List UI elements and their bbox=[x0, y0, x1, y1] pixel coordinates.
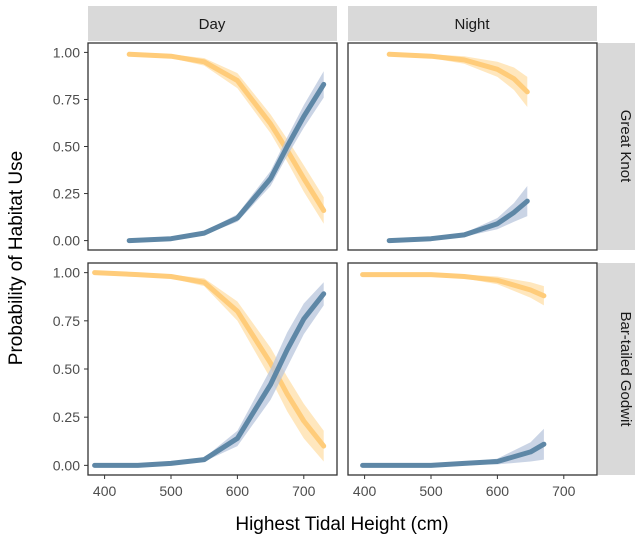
y-tick-label: 0.25 bbox=[53, 409, 80, 425]
orange-series-line bbox=[386, 51, 530, 95]
x-tick-label: 500 bbox=[159, 483, 183, 499]
panel-border bbox=[347, 262, 598, 476]
panel-bar-tailed-godwit-day bbox=[87, 262, 338, 476]
x-tick-label: 700 bbox=[292, 483, 316, 499]
panel-background bbox=[348, 263, 597, 475]
strip-bg-day bbox=[88, 6, 337, 41]
panel-background bbox=[348, 43, 597, 250]
blue-series-line bbox=[126, 81, 327, 244]
orange-series-line bbox=[126, 51, 327, 213]
panel-great-knot-day bbox=[87, 42, 338, 251]
y-tick-label: 1.00 bbox=[53, 265, 80, 281]
panels-layer bbox=[87, 42, 598, 476]
strip-label-night: Night bbox=[454, 16, 490, 33]
panel-bar-tailed-godwit-night bbox=[347, 262, 598, 476]
strip-label-great-knot: Great Knot bbox=[617, 110, 634, 183]
y-tick-label: 1.00 bbox=[53, 44, 80, 60]
orange-series-line bbox=[92, 270, 327, 449]
strip-bg-bar-tailed-godwit bbox=[598, 263, 635, 475]
x-tick-label: 400 bbox=[93, 483, 117, 499]
y-tick-label: 0.00 bbox=[53, 457, 80, 473]
x-axis-title: Highest Tidal Height (cm) bbox=[235, 514, 448, 535]
panel-background bbox=[88, 43, 337, 250]
ticks-layer: 0.00 0.25 0.50 0.75 1.00 0.00 0.25 0.50 0.75 1.00… bbox=[53, 44, 576, 499]
y-tick-label: 0.00 bbox=[53, 233, 80, 249]
strip-label-day: Day bbox=[199, 16, 226, 33]
blue-series-line bbox=[386, 198, 530, 244]
x-tick-label: 600 bbox=[226, 483, 250, 499]
strip-bg-night bbox=[348, 6, 597, 41]
orange-confidence-band bbox=[129, 52, 324, 224]
orange-series-line bbox=[360, 272, 547, 299]
panel-background bbox=[88, 263, 337, 475]
blue-confidence-band bbox=[362, 428, 544, 466]
y-tick-label: 0.25 bbox=[53, 186, 80, 202]
strip-label-bar-tailed-godwit: Bar-tailed Godwit bbox=[617, 311, 634, 427]
y-tick-label: 0.75 bbox=[53, 313, 80, 329]
y-tick-label: 0.75 bbox=[53, 91, 80, 107]
y-axis-title: Probability of Habitat Use bbox=[6, 151, 27, 365]
blue-series-line bbox=[360, 441, 547, 468]
x-tick-label: 500 bbox=[419, 483, 443, 499]
y-tick-label: 0.50 bbox=[53, 361, 80, 377]
y-tick-label: 0.50 bbox=[53, 139, 80, 155]
x-tick-label: 700 bbox=[552, 483, 576, 499]
panel-great-knot-night bbox=[347, 42, 598, 251]
x-tick-label: 400 bbox=[353, 483, 377, 499]
blue-series-line bbox=[92, 291, 327, 468]
x-tick-label: 600 bbox=[486, 483, 510, 499]
panel-border bbox=[347, 42, 598, 251]
strip-bg-great-knot bbox=[598, 43, 635, 250]
